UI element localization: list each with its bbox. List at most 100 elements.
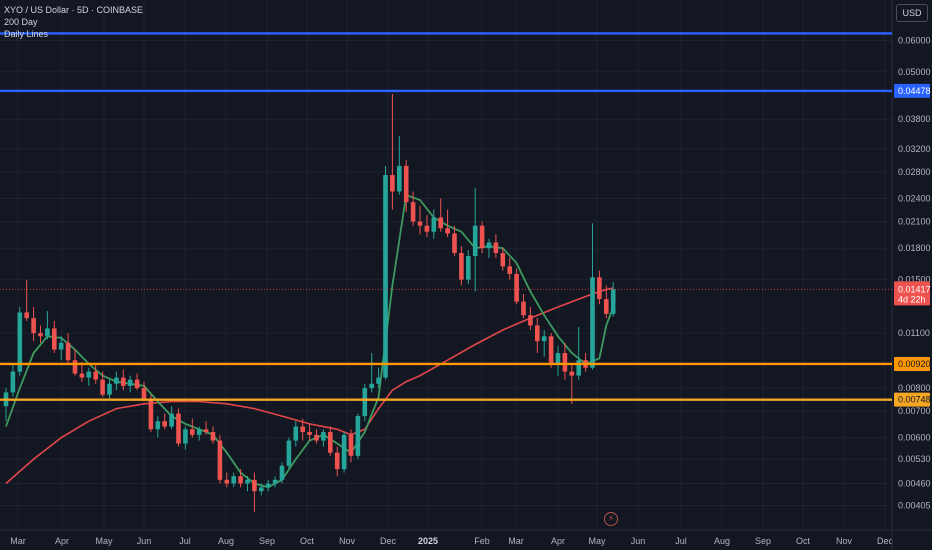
candle (238, 469, 243, 488)
candle (121, 369, 126, 391)
candle (114, 371, 119, 391)
candle-body (479, 225, 485, 249)
x-tick-label: Jul (179, 536, 191, 546)
currency-button[interactable]: USD (896, 4, 928, 22)
candle-body (610, 289, 616, 314)
candle (610, 281, 616, 317)
candle (72, 349, 78, 376)
candle-body (348, 434, 354, 456)
candle-body (127, 379, 133, 386)
candle-body (265, 483, 271, 488)
x-tick-label: 2025 (418, 536, 438, 546)
candle (169, 406, 174, 430)
candle (431, 209, 437, 239)
symbol-title: XYO / US Dollar · 5D · COINBASE (4, 5, 144, 15)
candle-body (376, 377, 381, 384)
candle (45, 311, 50, 340)
candle-body (576, 360, 581, 376)
candle (10, 363, 16, 397)
candle-body (121, 377, 126, 386)
candle-body (155, 421, 161, 430)
y-tick-label: 0.00530 (898, 454, 931, 464)
candle (355, 413, 361, 460)
candle-body (203, 429, 209, 433)
candle-body (521, 301, 526, 316)
candle-body (355, 416, 361, 456)
candle (272, 476, 278, 488)
candle-body (10, 371, 16, 393)
candle (445, 209, 450, 238)
candle (479, 221, 485, 254)
price-level-tag (894, 356, 930, 371)
candle-body (286, 440, 292, 466)
y-tick-label: 0.03800 (898, 114, 931, 124)
study-200-day[interactable]: 200 Day (4, 17, 38, 27)
candle (507, 258, 512, 280)
candle-body (93, 371, 98, 380)
candle (134, 373, 140, 391)
candle (604, 285, 609, 319)
candle-body (38, 333, 43, 337)
x-tick-label: Aug (714, 536, 730, 546)
x-tick-label: Dec (380, 536, 397, 546)
y-tick-label: 0.02800 (898, 167, 931, 177)
candle (410, 191, 416, 226)
x-tick-label: Apr (551, 536, 565, 546)
candle (183, 426, 188, 450)
candle (555, 346, 561, 376)
candle-body (555, 353, 561, 364)
candle (65, 333, 71, 364)
candle (341, 432, 347, 473)
candle-body (445, 228, 450, 234)
candle-body (190, 429, 195, 435)
candle-body (535, 325, 540, 342)
candle-body (597, 277, 602, 300)
candle (500, 248, 506, 271)
candle (217, 434, 223, 484)
candle-body (569, 371, 575, 376)
candle (562, 342, 568, 380)
candle (31, 306, 36, 342)
candle-body (141, 388, 147, 400)
candle (190, 418, 195, 438)
y-tick-label: 0.01800 (898, 243, 931, 253)
bar-countdown-label: 4d 22h (898, 294, 926, 304)
candle (279, 462, 285, 484)
candle (162, 413, 167, 430)
y-tick-label: 0.00405 (898, 500, 931, 510)
candle (265, 479, 271, 492)
lightning-icon[interactable]: ⚡ (604, 512, 618, 526)
study-daily-lines[interactable]: Daily Lines (4, 29, 49, 39)
candle (334, 446, 340, 477)
candle-body (438, 217, 443, 229)
candle-body (231, 476, 236, 484)
x-tick-label: Jul (675, 536, 687, 546)
candle (541, 330, 547, 357)
candle-body (65, 342, 71, 361)
candle (203, 421, 209, 435)
candle-body (500, 253, 506, 267)
candle (438, 198, 443, 232)
candle (245, 476, 250, 492)
candle-body (176, 413, 181, 444)
candle (383, 165, 388, 380)
x-tick-label: Nov (339, 536, 356, 546)
candle (362, 383, 368, 422)
candle-body (321, 432, 326, 441)
candle (597, 270, 602, 305)
x-tick-label: May (95, 536, 113, 546)
candle-body (472, 225, 478, 256)
candle-body (369, 383, 374, 389)
candle-body (45, 328, 50, 337)
candle-body (196, 429, 202, 435)
candle (286, 437, 292, 470)
candle-body (245, 479, 250, 484)
candle-body (17, 312, 23, 372)
candle (24, 279, 29, 322)
candle-body (183, 429, 188, 444)
candle (86, 367, 92, 386)
candle (486, 238, 492, 259)
candle-body (100, 379, 105, 395)
candle (521, 293, 526, 319)
